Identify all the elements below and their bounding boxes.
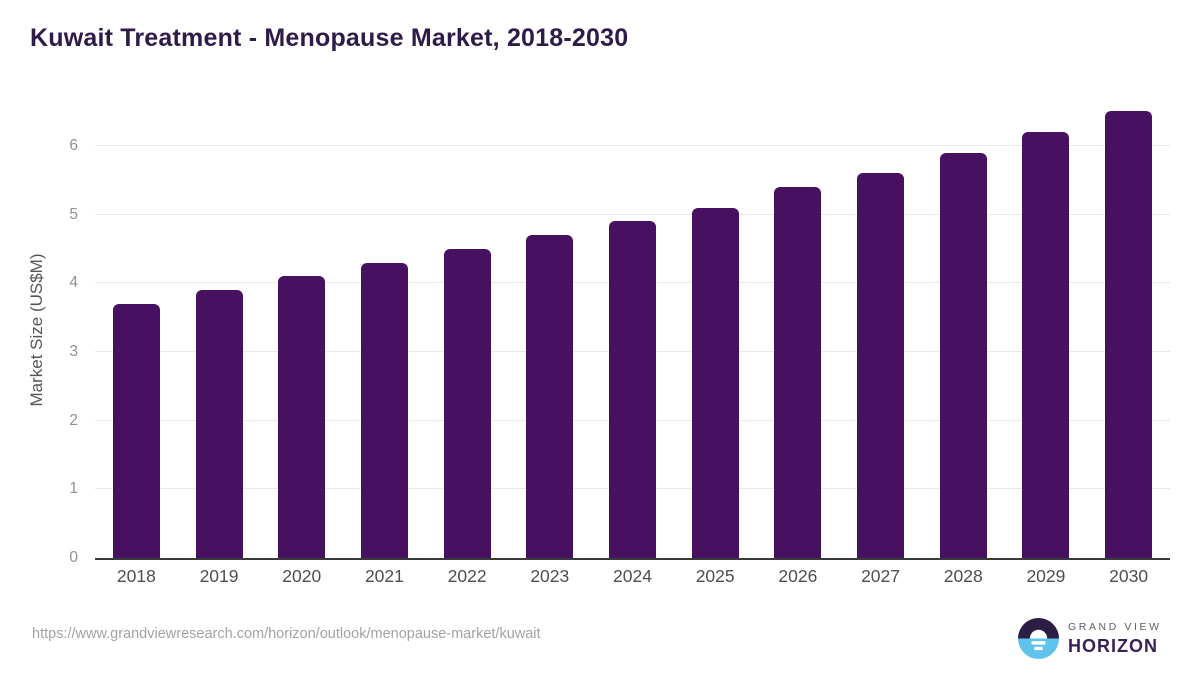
x-label-2020: 2020	[282, 566, 322, 586]
gridline	[95, 144, 1170, 146]
horizon-logo-icon	[1018, 618, 1059, 659]
source-url: https://www.grandviewresearch.com/horizo…	[32, 626, 541, 642]
bar-2024	[608, 221, 656, 558]
bar-2020	[278, 276, 326, 558]
x-label-2019: 2019	[199, 566, 239, 586]
x-label-2030: 2030	[1109, 566, 1149, 586]
bar-series	[95, 100, 1170, 558]
x-label-2024: 2024	[613, 566, 652, 586]
x-label-2026: 2026	[778, 566, 818, 586]
y-tick-0: 0	[69, 549, 78, 566]
x-label-2029: 2029	[1026, 566, 1066, 586]
bar-2025	[691, 208, 739, 558]
bar-2022	[443, 249, 491, 558]
y-tick-2: 2	[69, 411, 78, 429]
x-label-2022: 2022	[447, 566, 487, 586]
y-tick-6: 6	[69, 136, 78, 154]
y-tick-3: 3	[69, 342, 78, 360]
gridline	[95, 213, 1170, 215]
brand-name-top: GRAND VIEW	[1068, 620, 1162, 633]
y-tick-5: 5	[69, 205, 78, 223]
bar-2021	[360, 263, 408, 558]
bar-2027	[857, 173, 905, 558]
bar-2019	[195, 290, 243, 558]
x-label-2028: 2028	[943, 566, 983, 586]
bar-2023	[526, 235, 574, 558]
bar-2018	[112, 304, 160, 558]
bar-2028	[939, 153, 987, 558]
y-tick-1: 1	[69, 480, 78, 498]
plot-area	[95, 100, 1170, 560]
brand-logo: GRAND VIEW HORIZON	[1018, 618, 1162, 659]
x-label-2021: 2021	[364, 566, 404, 586]
bar-2026	[774, 187, 822, 558]
x-label-2025: 2025	[695, 566, 735, 586]
x-label-2018: 2018	[116, 566, 156, 586]
y-tick-4: 4	[69, 274, 78, 292]
brand-logo-text: GRAND VIEW HORIZON	[1068, 621, 1162, 657]
x-label-2027: 2027	[861, 566, 900, 586]
bar-2029	[1022, 132, 1070, 558]
x-label-2023: 2023	[530, 566, 570, 586]
x-axis-labels: 2018 2019 2020 2021 2022 2023 2024 2025 2026 2027…	[95, 566, 1170, 587]
y-axis-ticks: 0 1 2 3 4 5 6	[0, 100, 78, 566]
chart-title: Kuwait Treatment - Menopause Market, 201…	[30, 24, 629, 52]
bar-2030	[1105, 111, 1153, 558]
brand-name-bottom: HORIZON	[1068, 635, 1158, 656]
